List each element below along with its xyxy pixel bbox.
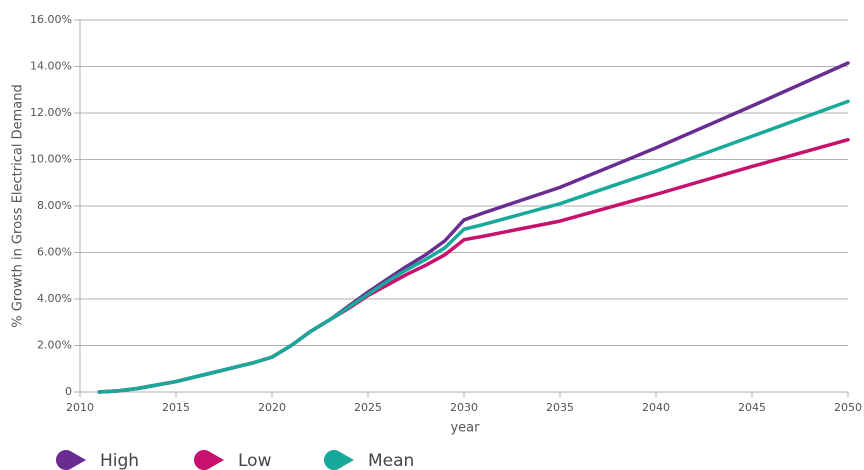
y-tick-label: 12.00% (30, 106, 72, 119)
x-tick-label: 2050 (834, 401, 862, 414)
legend-marker (194, 450, 224, 470)
x-axis-label: year (450, 421, 480, 436)
legend-marker (323, 450, 354, 470)
x-tick-label: 2035 (546, 401, 574, 414)
y-tick-label: 8.00% (37, 199, 72, 212)
x-tick-label: 2040 (642, 401, 670, 414)
x-tick-label: 2045 (738, 401, 766, 414)
x-tick-label: 2020 (258, 401, 286, 414)
y-tick-label: 4.00% (37, 292, 72, 305)
x-tick-label: 2010 (66, 401, 94, 414)
series-line (97, 137, 850, 394)
y-axis-label: % Growth in Gross Electrical Demand (11, 84, 26, 327)
x-tick-label: 2025 (354, 401, 382, 414)
y-tick-label: 14.00% (30, 60, 72, 73)
y-tick-label: 16.00% (30, 13, 72, 26)
y-tick-label: 0 (65, 385, 72, 398)
series-line (97, 99, 850, 394)
legend-label: High (100, 451, 139, 470)
legend-marker (55, 450, 86, 470)
x-tick-label: 2015 (162, 401, 190, 414)
legend-label: Low (238, 451, 272, 470)
y-tick-label: 10.00% (30, 153, 72, 166)
y-tick-label: 6.00% (37, 246, 72, 259)
y-tick-label: 2.00% (37, 339, 72, 352)
legend-label: Mean (368, 451, 414, 470)
x-tick-label: 2030 (450, 401, 478, 414)
